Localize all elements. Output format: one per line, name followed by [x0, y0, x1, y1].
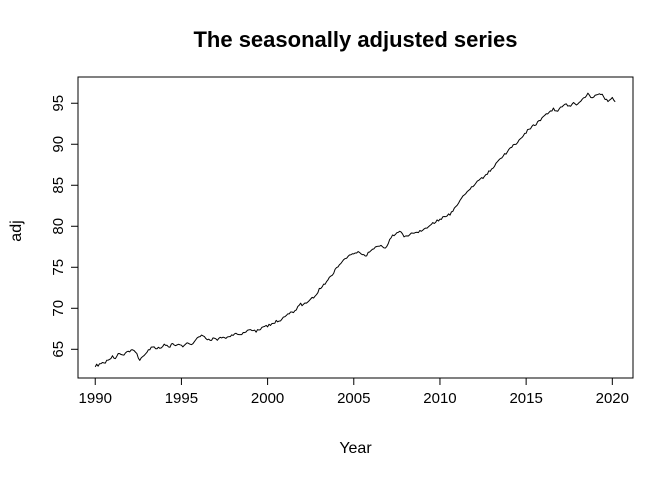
plot-border — [77, 76, 634, 379]
y-tick-label: 80 — [50, 218, 67, 235]
x-tick-label: 2015 — [509, 390, 542, 407]
x-tick-label: 1995 — [165, 390, 198, 407]
x-tick-label: 2000 — [251, 390, 284, 407]
series-line — [94, 92, 616, 368]
y-tick-label: 90 — [50, 136, 67, 153]
y-tick-label: 85 — [50, 177, 67, 194]
y-tick-label: 75 — [50, 259, 67, 276]
x-axis-label: Year — [339, 440, 372, 457]
x-tick-label: 1990 — [79, 390, 112, 407]
y-tick-label: 70 — [50, 300, 67, 317]
x-tick-label: 2020 — [596, 390, 629, 407]
x-tick-label: 2010 — [423, 390, 456, 407]
chart-title: The seasonally adjusted series — [193, 27, 518, 52]
y-tick-label: 65 — [50, 341, 67, 358]
y-tick-label: 95 — [50, 95, 67, 112]
x-tick-label: 2005 — [337, 390, 370, 407]
